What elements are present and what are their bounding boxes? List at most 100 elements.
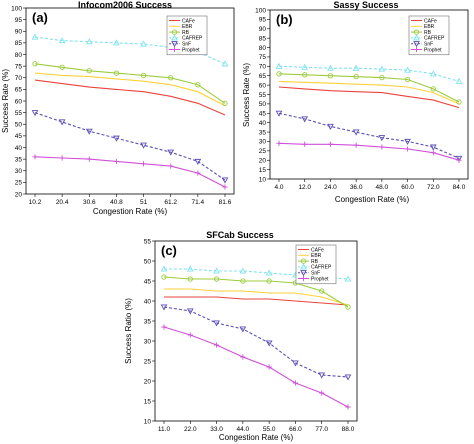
legend-label-prophet: Prophet bbox=[182, 47, 200, 53]
data-point-rb bbox=[319, 288, 325, 294]
x-tick-label: 61.2 bbox=[164, 199, 177, 206]
panel-a-series bbox=[31, 33, 229, 190]
data-point-prophet bbox=[345, 404, 351, 410]
panel-a-title: Infocom2006 Success bbox=[78, 0, 172, 10]
data-point-rb bbox=[187, 276, 193, 282]
x-tick-label: 71.4 bbox=[192, 199, 205, 206]
y-tick-label: 40 bbox=[15, 145, 23, 152]
data-point-cafrep bbox=[186, 265, 194, 272]
data-point-prophet bbox=[187, 332, 193, 338]
y-tick-label: 25 bbox=[144, 358, 152, 365]
x-tick-label: 51 bbox=[140, 199, 148, 206]
data-point-cafrep bbox=[265, 269, 273, 276]
data-point-rb bbox=[302, 72, 308, 78]
legend-label-cafrep: CAFREP bbox=[311, 265, 332, 271]
x-tick-label: 84.0 bbox=[453, 184, 466, 191]
x-tick-label: 36.0 bbox=[350, 184, 363, 191]
y-tick-label: 55 bbox=[259, 92, 267, 99]
y-tick-label: 50 bbox=[259, 101, 267, 108]
panel-c-ticks: 10 15 20 25 30 35 40 45 50 55 11.0 22.0 33.0 44.0 55.0… bbox=[144, 238, 355, 433]
y-tick-label: 30 bbox=[15, 168, 23, 175]
data-point-prophet bbox=[302, 141, 308, 147]
x-tick-label: 22.0 bbox=[184, 426, 197, 433]
data-point-cafrep bbox=[344, 275, 352, 282]
data-point-prophet bbox=[161, 324, 167, 330]
y-tick-label: 40 bbox=[144, 298, 152, 305]
y-tick-label: 60 bbox=[15, 98, 23, 105]
series-line-ebr bbox=[278, 80, 460, 105]
y-tick-label: 100 bbox=[255, 7, 266, 14]
data-point-prophet bbox=[213, 342, 220, 348]
data-point-prophet bbox=[59, 155, 65, 161]
panel-a-ylabel: Success Rate (%) bbox=[1, 69, 10, 133]
data-point-rb bbox=[276, 71, 282, 77]
y-tick-label: 50 bbox=[144, 258, 152, 265]
y-tick-label: 70 bbox=[15, 75, 23, 82]
y-tick-label: 75 bbox=[259, 54, 267, 61]
x-tick-label: 60.0 bbox=[401, 184, 414, 191]
x-tick-label: 81.6 bbox=[219, 199, 232, 206]
y-tick-label: 70 bbox=[259, 64, 267, 71]
panel-b: Sassy Success (b) Congestion Rate (%) Su… bbox=[242, 0, 469, 204]
y-tick-label: 90 bbox=[15, 29, 23, 36]
y-tick-label: 10 bbox=[144, 418, 152, 425]
data-point-snf bbox=[239, 326, 247, 333]
y-tick-label: 45 bbox=[15, 133, 23, 140]
y-tick-label: 25 bbox=[259, 148, 267, 155]
data-point-prophet bbox=[327, 141, 334, 147]
y-tick-label: 60 bbox=[259, 82, 267, 89]
data-point-cafrep bbox=[327, 64, 334, 71]
legend-marker-snf bbox=[171, 41, 178, 48]
data-point-cafrep bbox=[239, 267, 247, 274]
data-point-snf bbox=[404, 138, 411, 145]
series-line-snf bbox=[278, 112, 460, 159]
legend-label-snf: SnF bbox=[424, 42, 433, 48]
data-point-rb bbox=[168, 75, 174, 81]
series-line-snf bbox=[163, 306, 349, 378]
legend-label-ebr: EBR bbox=[311, 253, 322, 259]
data-point-rb bbox=[222, 100, 228, 106]
panel-b-series bbox=[275, 62, 463, 163]
data-point-snf bbox=[265, 340, 273, 347]
data-point-rb bbox=[345, 304, 351, 310]
data-point-prophet bbox=[404, 146, 411, 152]
x-tick-label: 11.0 bbox=[158, 426, 171, 433]
data-point-rb bbox=[353, 74, 359, 80]
panel-b-ylabel: Success Rate (%) bbox=[242, 63, 251, 127]
series-line-rb bbox=[163, 276, 349, 308]
x-tick-label: 24.0 bbox=[324, 184, 337, 191]
x-tick-label: 44.0 bbox=[237, 426, 250, 433]
data-point-cafrep bbox=[85, 38, 93, 45]
data-point-snf bbox=[186, 308, 194, 315]
data-point-snf bbox=[344, 374, 352, 381]
legend-label-prophet: Prophet bbox=[424, 47, 442, 53]
data-point-rb bbox=[240, 278, 246, 284]
data-point-snf bbox=[31, 110, 39, 117]
data-point-cafrep bbox=[213, 267, 220, 274]
y-tick-label: 80 bbox=[259, 45, 267, 52]
x-tick-label: 30.6 bbox=[83, 199, 96, 206]
y-tick-label: 10 bbox=[259, 176, 267, 183]
series-line-cafe bbox=[34, 79, 226, 116]
x-tick-label: 48.0 bbox=[376, 184, 389, 191]
y-tick-label: 80 bbox=[15, 52, 23, 59]
data-point-snf bbox=[455, 155, 463, 162]
data-point-snf bbox=[292, 360, 299, 367]
data-point-prophet bbox=[240, 354, 246, 360]
legend-label-snf: SnF bbox=[311, 271, 320, 277]
legend-label-cafe: CAFe bbox=[424, 18, 437, 24]
legend-marker-prophet bbox=[300, 275, 307, 282]
data-point-cafrep bbox=[301, 63, 309, 70]
legend-label-cafrep: CAFREP bbox=[182, 36, 203, 42]
legend-label-cafrep: CAFREP bbox=[424, 36, 445, 42]
data-point-rb bbox=[113, 70, 120, 76]
y-tick-label: 55 bbox=[15, 110, 23, 117]
series-line-cafe bbox=[164, 296, 349, 306]
data-point-prophet bbox=[195, 170, 201, 176]
legend-marker-rb bbox=[171, 29, 178, 35]
data-point-rb bbox=[86, 68, 92, 74]
legend-label-ebr: EBR bbox=[424, 24, 435, 30]
data-point-cafrep bbox=[31, 33, 39, 40]
